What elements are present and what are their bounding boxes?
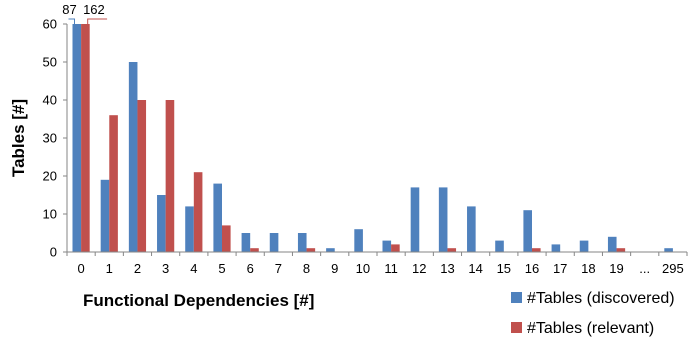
x-tick-label: 17 (553, 261, 567, 276)
x-tick-label: 6 (247, 261, 254, 276)
y-axis-ticks: 0 10 20 30 40 50 60 (43, 17, 67, 260)
bar-discovered-12 (410, 187, 420, 252)
legend-swatch-relevant (511, 322, 522, 333)
bar-relevant-13 (447, 248, 457, 252)
x-tick-label: 2 (134, 261, 141, 276)
bar-discovered-18 (579, 240, 589, 252)
legend-label-discovered: #Tables (discovered) (527, 290, 675, 307)
bar-discovered-2 (128, 62, 138, 252)
x-axis-title: Functional Dependencies [#] (83, 291, 314, 310)
x-axis-ticks: 0 1 2 3 4 5 6 7 8 9 10 11 12 13 14 15 16 17 18 19... 295 (66, 252, 688, 276)
bar-discovered-6 (241, 233, 251, 252)
bar-discovered-7 (269, 233, 279, 252)
bar-relevant-2 (137, 100, 147, 252)
y-tick-label: 30 (43, 131, 57, 146)
bar-discovered-0 (72, 24, 82, 252)
x-tick-label: 18 (581, 261, 595, 276)
x-tick-label: 14 (468, 261, 482, 276)
legend-label-relevant: #Tables (relevant) (527, 320, 654, 337)
bars (72, 24, 673, 252)
x-tick-label: 295 (662, 261, 684, 276)
x-tick-label: 16 (525, 261, 539, 276)
x-tick-label: 8 (303, 261, 310, 276)
y-tick-label: 50 (43, 55, 57, 70)
x-tick-label: 5 (218, 261, 225, 276)
x-tick-label: 1 (106, 261, 113, 276)
y-tick-label: 20 (43, 169, 57, 184)
x-tick-label: 0 (77, 261, 84, 276)
y-axis-title: Tables [#] (9, 99, 28, 177)
x-tick-label: 11 (384, 261, 398, 276)
x-tick-label: 19 (609, 261, 623, 276)
bar-discovered-1 (100, 179, 110, 252)
x-tick-label: 9 (331, 261, 338, 276)
bar-discovered-9 (326, 248, 335, 252)
x-tick-label: 7 (275, 261, 282, 276)
bar-relevant-5 (222, 225, 231, 252)
x-tick-label: 13 (440, 261, 454, 276)
bar-discovered-3 (157, 195, 166, 252)
bar-discovered-13 (438, 187, 448, 252)
bar-relevant-11 (391, 244, 400, 252)
bar-discovered-8 (297, 233, 307, 252)
bar-relevant-1 (109, 115, 118, 252)
bar-relevant-8 (306, 248, 316, 252)
y-tick-label: 60 (43, 17, 57, 32)
annotation-label-discovered: 87 (62, 2, 76, 17)
bar-relevant-0 (81, 24, 90, 252)
bar-discovered-19 (607, 236, 617, 252)
y-tick-label: 40 (43, 93, 57, 108)
annotation-leader-discovered (68, 18, 75, 24)
bar-relevant-3 (165, 100, 175, 252)
bar-discovered-16 (523, 210, 532, 252)
bar-discovered-14 (467, 206, 476, 252)
bar-discovered-295 (664, 248, 673, 252)
bar-relevant-4 (193, 172, 203, 252)
y-tick-label: 10 (43, 207, 57, 222)
annotation-leader-relevant (87, 18, 108, 24)
x-tick-label: 10 (356, 261, 370, 276)
bar-discovered-10 (354, 229, 363, 252)
bar-discovered-4 (185, 206, 194, 252)
bar-discovered-15 (495, 240, 504, 252)
x-tick-label: 15 (497, 261, 511, 276)
bar-discovered-11 (382, 240, 392, 252)
bar-discovered-5 (213, 183, 222, 252)
x-tick-label: 12 (412, 261, 426, 276)
annotation-label-relevant: 162 (83, 2, 105, 17)
y-tick-label: 0 (50, 245, 57, 260)
legend-swatch-discovered (511, 292, 522, 303)
bar-relevant-6 (250, 248, 259, 252)
x-tick-label: ... (639, 261, 650, 276)
x-tick-label: 4 (190, 261, 197, 276)
x-tick-label: 3 (162, 261, 169, 276)
annotations: 87 162 (62, 2, 108, 24)
bar-discovered-17 (551, 244, 561, 252)
bar-relevant-16 (532, 248, 541, 252)
legend: #Tables (discovered) #Tables (relevant) (511, 290, 675, 337)
bar-relevant-19 (616, 248, 626, 252)
